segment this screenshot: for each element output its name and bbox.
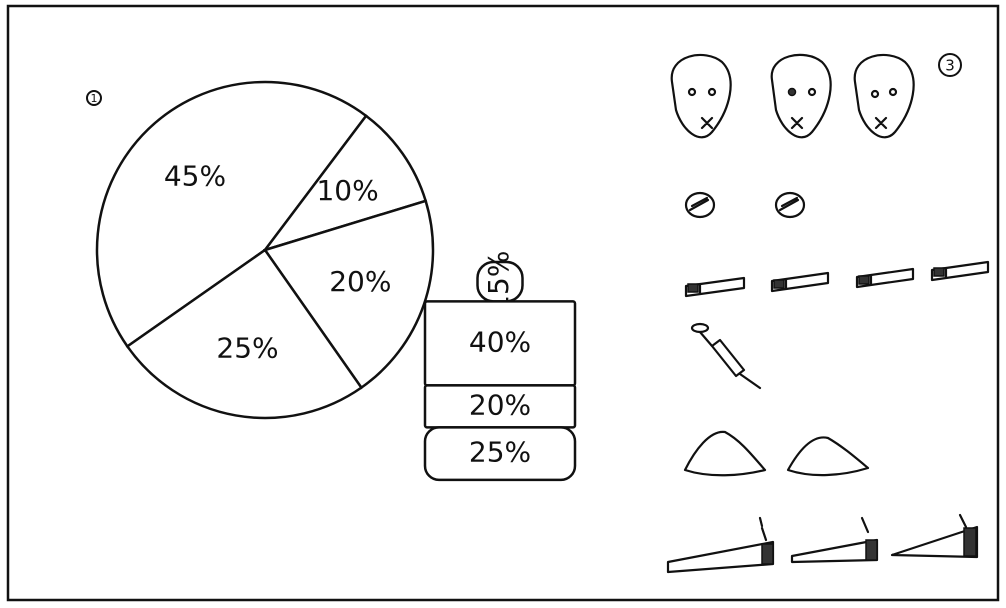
pie-slice	[125, 248, 364, 420]
pie-slice	[261, 114, 428, 253]
bottle-segment	[423, 426, 577, 482]
marker-circle	[938, 53, 962, 77]
segment-label: 25%	[469, 436, 531, 469]
slice-label: 20%	[329, 265, 391, 298]
segment-label: 20%	[469, 388, 531, 421]
annotation: 1	[91, 92, 98, 105]
pie-slice	[95, 80, 368, 349]
annotation: 3	[945, 57, 955, 75]
slice-label: 10%	[316, 174, 378, 207]
frame	[6, 4, 1000, 602]
slice-label: 45%	[164, 159, 226, 192]
slice-label: 25%	[216, 331, 278, 364]
segment-label: 40%	[469, 325, 531, 358]
marker-circle	[86, 90, 102, 106]
icons	[666, 53, 990, 574]
